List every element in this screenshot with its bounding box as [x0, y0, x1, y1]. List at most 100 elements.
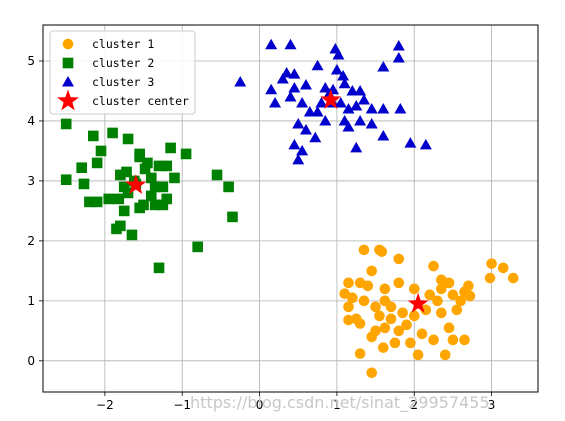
- data-point: [76, 162, 87, 174]
- data-point: [408, 310, 420, 322]
- data-point: [404, 137, 417, 148]
- data-point: [497, 262, 509, 274]
- legend-marker: [62, 57, 74, 69]
- data-point: [288, 138, 301, 150]
- data-point: [343, 277, 354, 289]
- data-point: [161, 193, 173, 205]
- data-point: [337, 69, 350, 81]
- data-point: [169, 172, 180, 184]
- data-point: [405, 337, 416, 349]
- data-point: [354, 348, 366, 359]
- data-point: [296, 144, 309, 156]
- watermark-text: https://blog.csdn.net/sinat_29957455: [190, 393, 490, 413]
- data-point: [84, 196, 95, 208]
- x-tick-label: 0: [256, 398, 264, 412]
- data-point: [379, 322, 391, 334]
- data-point: [121, 166, 132, 178]
- data-point: [436, 283, 447, 295]
- x-tick-label: −2: [96, 398, 114, 412]
- data-point: [303, 105, 316, 117]
- data-point: [339, 288, 350, 299]
- data-point: [125, 174, 147, 195]
- data-point: [265, 38, 278, 50]
- data-point: [315, 96, 328, 108]
- data-point: [157, 199, 169, 211]
- data-point: [393, 277, 405, 289]
- legend-marker: [57, 89, 79, 111]
- series-cluster-3: [234, 38, 432, 165]
- data-point: [401, 319, 412, 331]
- data-point: [299, 78, 312, 90]
- data-point: [87, 130, 99, 142]
- data-point: [319, 114, 332, 126]
- data-point: [366, 265, 378, 277]
- data-point: [486, 258, 497, 269]
- data-point: [385, 313, 397, 325]
- data-point: [436, 307, 447, 319]
- y-tick-label: 0: [27, 354, 35, 368]
- data-point: [60, 174, 72, 186]
- legend-marker: [62, 76, 74, 87]
- data-point: [292, 153, 305, 165]
- data-point: [284, 38, 297, 50]
- data-point: [311, 59, 324, 71]
- data-point: [350, 141, 363, 153]
- data-point: [365, 102, 378, 114]
- data-point: [107, 127, 118, 139]
- plot-frame: [42, 24, 539, 393]
- data-point: [507, 272, 519, 284]
- data-point: [276, 72, 289, 84]
- data-point: [91, 196, 103, 208]
- data-point: [269, 96, 282, 108]
- data-point: [366, 367, 378, 379]
- series-cluster-2: [60, 118, 238, 274]
- data-point: [459, 286, 470, 298]
- data-point: [332, 48, 345, 60]
- y-tick-label: 4: [27, 114, 35, 128]
- data-point: [338, 77, 351, 89]
- data-point: [157, 181, 169, 193]
- data-point: [139, 163, 151, 175]
- data-point: [115, 220, 126, 232]
- data-points: [60, 38, 519, 379]
- data-point: [366, 331, 378, 343]
- x-tick-label: 2: [410, 398, 418, 412]
- y-tick-label: 3: [27, 174, 35, 188]
- data-point: [153, 262, 165, 274]
- data-point: [296, 96, 309, 108]
- legend-marker: [62, 38, 74, 50]
- data-point: [165, 142, 176, 154]
- data-point: [362, 280, 374, 292]
- legend: cluster 1 cluster 2 cluster 3 cluster cente…: [49, 30, 196, 115]
- data-point: [393, 325, 405, 337]
- data-point: [153, 160, 165, 172]
- data-point: [394, 102, 407, 114]
- data-point: [292, 117, 305, 129]
- x-tick-label: −1: [173, 398, 191, 412]
- y-tick-label: 5: [27, 54, 35, 68]
- data-point: [419, 138, 432, 150]
- x-tick-label: 3: [488, 398, 496, 412]
- data-point: [288, 81, 301, 93]
- data-point: [354, 84, 367, 96]
- data-point: [365, 117, 378, 129]
- data-point: [149, 181, 161, 193]
- data-point: [118, 181, 130, 193]
- data-point: [115, 169, 126, 181]
- data-point: [420, 304, 432, 316]
- legend-label: cluster center: [92, 94, 189, 108]
- data-point: [358, 295, 370, 307]
- data-point: [299, 123, 312, 135]
- data-point: [354, 114, 367, 126]
- x-tick-label: 1: [333, 398, 341, 412]
- data-point: [428, 260, 439, 272]
- data-point: [91, 157, 103, 169]
- data-point: [377, 129, 390, 141]
- data-point: [223, 181, 234, 193]
- data-point: [354, 318, 366, 329]
- data-point: [122, 187, 134, 199]
- data-point: [60, 118, 72, 130]
- data-point: [145, 172, 157, 184]
- data-point: [451, 304, 463, 316]
- data-point: [416, 328, 428, 340]
